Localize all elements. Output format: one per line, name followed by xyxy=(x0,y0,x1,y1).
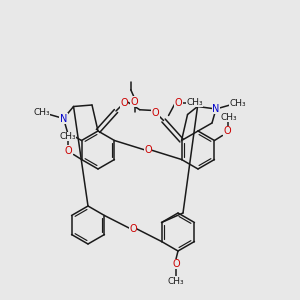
Text: CH₃: CH₃ xyxy=(186,98,203,107)
Text: O: O xyxy=(224,127,231,136)
Text: N: N xyxy=(60,113,67,124)
Text: O: O xyxy=(172,259,180,269)
Text: CH₃: CH₃ xyxy=(220,113,237,122)
Text: O: O xyxy=(129,224,137,233)
Text: CH₃: CH₃ xyxy=(230,98,246,107)
Text: O: O xyxy=(65,146,72,155)
Text: O: O xyxy=(131,97,139,107)
Text: O: O xyxy=(175,98,182,107)
Text: O: O xyxy=(144,145,152,155)
Text: CH₃: CH₃ xyxy=(33,108,50,117)
Text: CH₃: CH₃ xyxy=(59,132,76,141)
Text: CH₃: CH₃ xyxy=(168,277,184,286)
Text: O: O xyxy=(152,107,159,118)
Text: N: N xyxy=(212,104,220,114)
Text: O: O xyxy=(120,98,128,108)
